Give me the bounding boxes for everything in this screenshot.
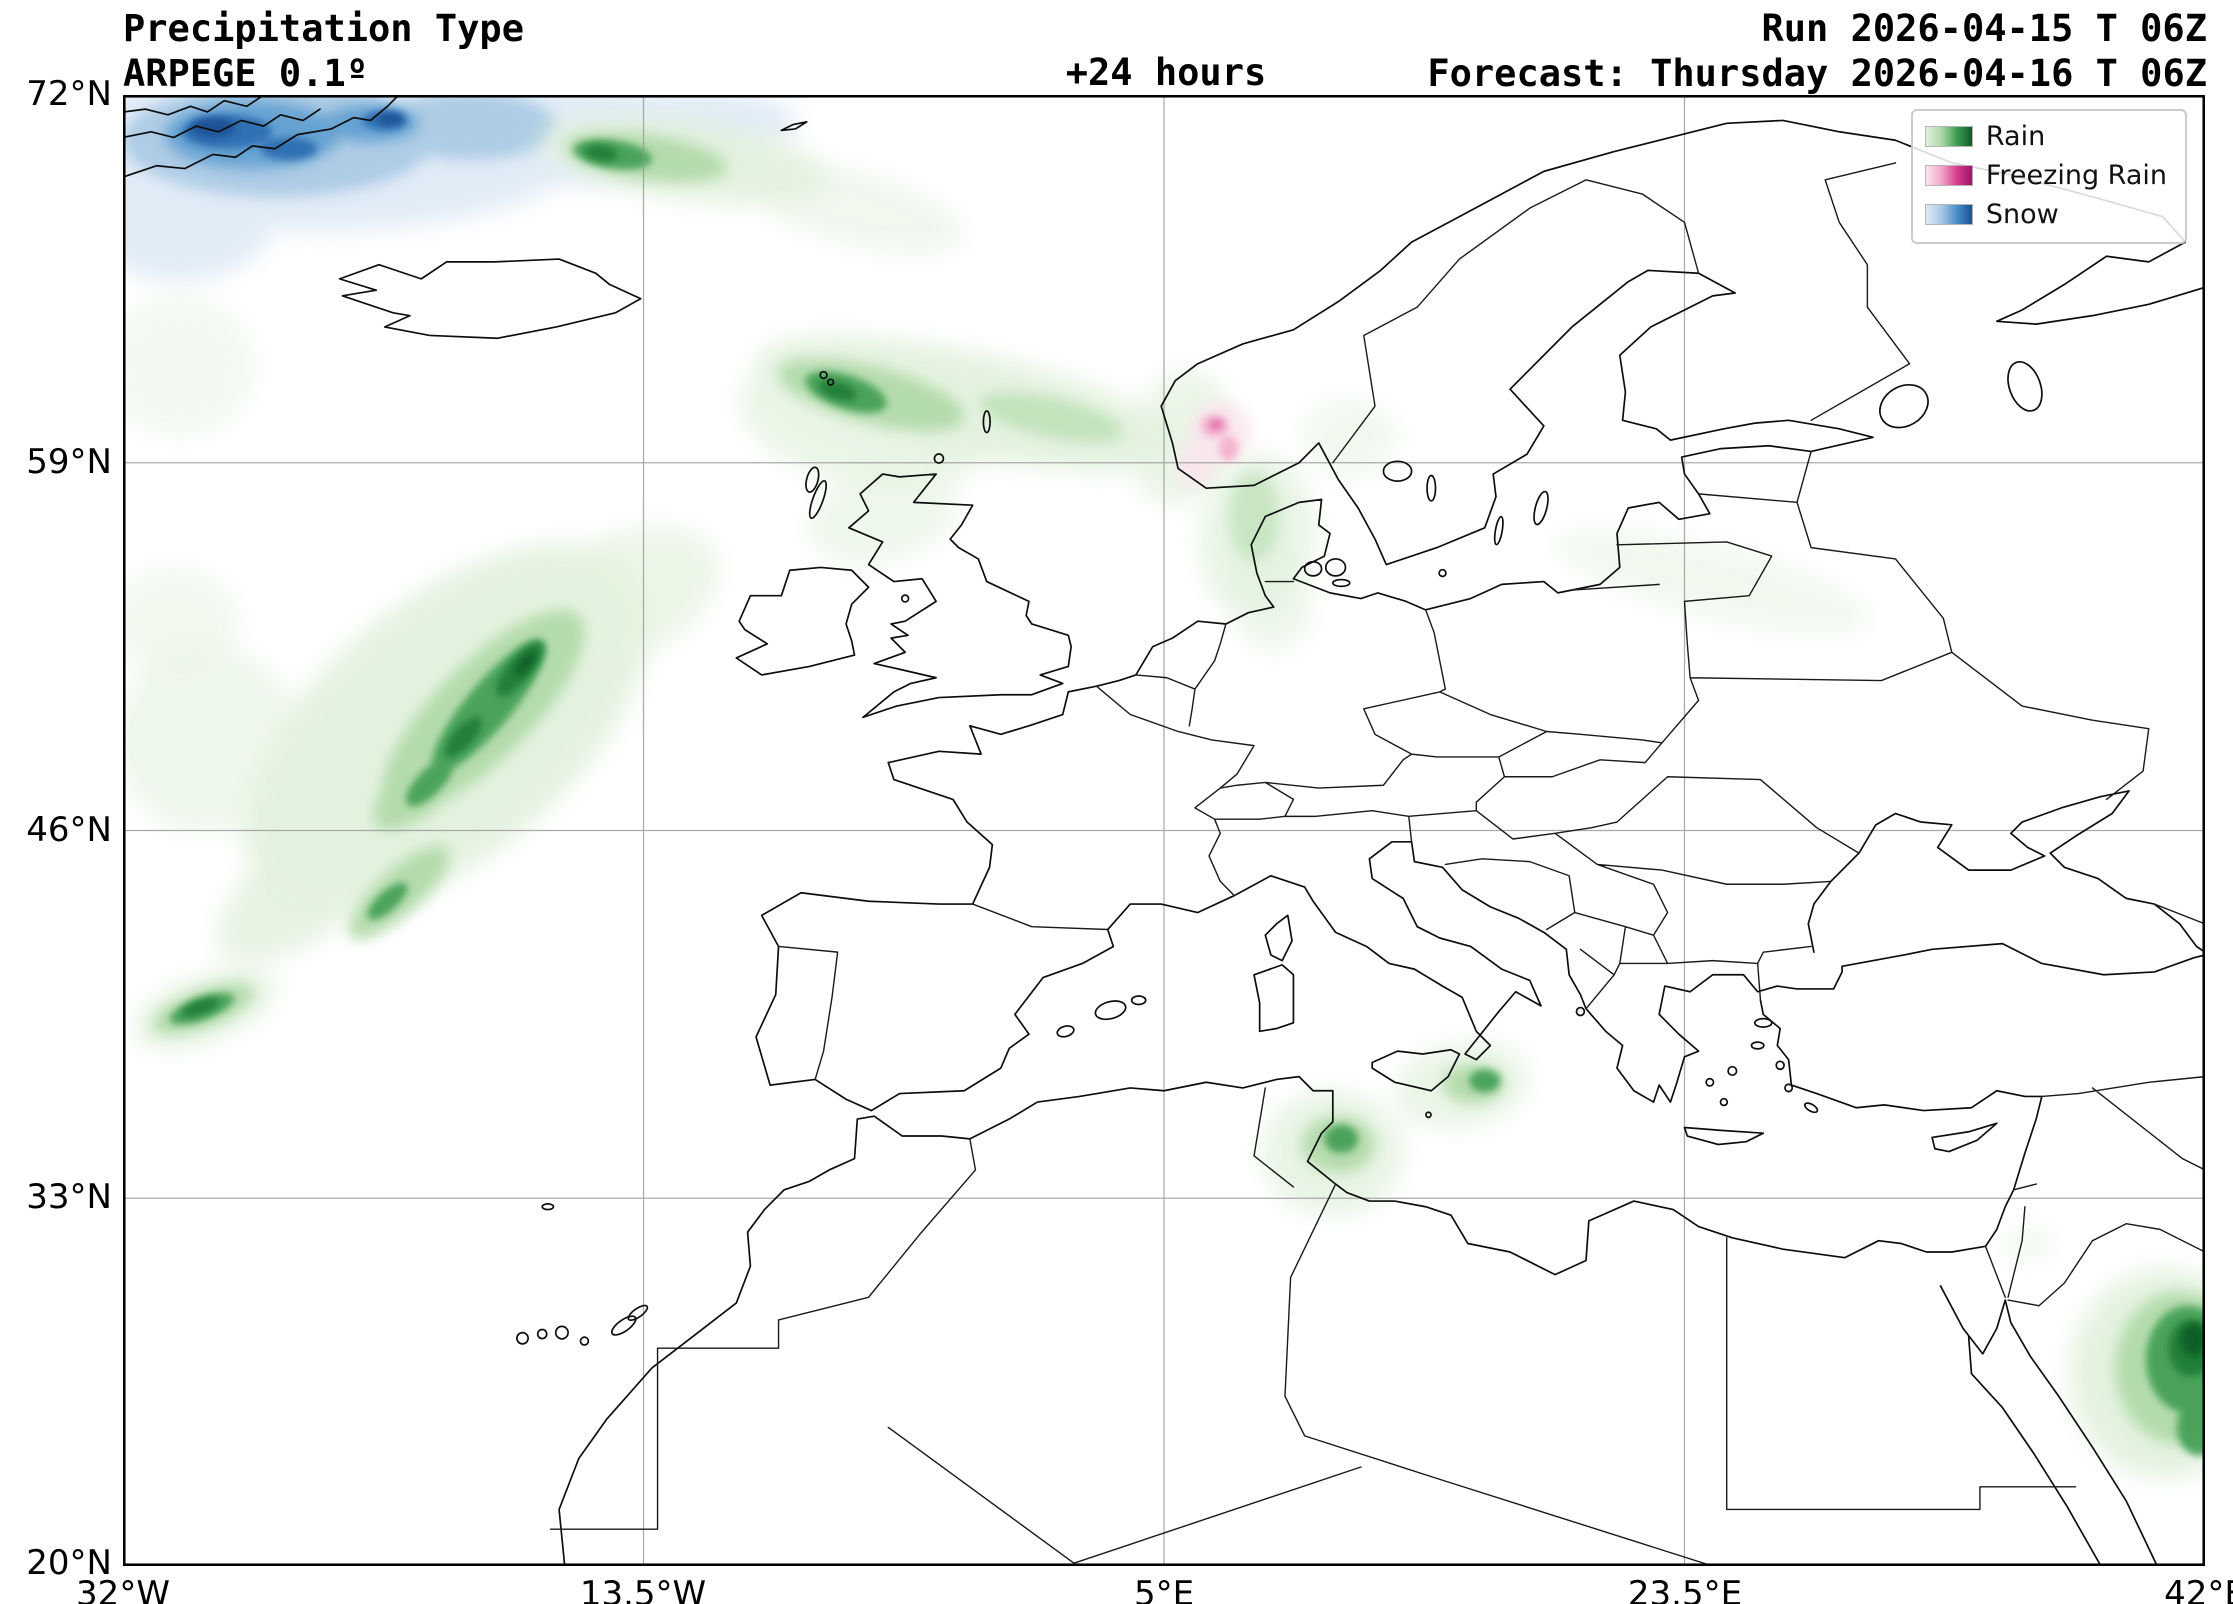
graticule xyxy=(123,95,2205,1566)
legend: Rain Freezing Rain Snow xyxy=(1910,109,2187,244)
coast-atlantic-baltic-scandinavia xyxy=(755,119,2205,1112)
legend-item-rain: Rain xyxy=(1924,121,2167,152)
forecast-label: Forecast: Thursday 2026-04-16 T 06Z xyxy=(1427,52,2207,95)
island-sardinia xyxy=(1253,964,1295,1033)
legend-label: Rain xyxy=(1985,121,2046,152)
island-iceland xyxy=(338,258,642,340)
plot-frame xyxy=(123,95,2205,1566)
x-tick-label: 32°W xyxy=(76,1574,170,1604)
y-tick-label: 72°N xyxy=(26,74,112,114)
x-tick-label: 23.5°E xyxy=(1627,1574,1743,1604)
x-tick-label: 42°E xyxy=(2164,1574,2233,1604)
lead-time-label: +24 hours xyxy=(1065,51,1267,94)
y-tick-label: 59°N xyxy=(26,442,112,482)
country-borders xyxy=(549,162,2205,1566)
y-tick-label: 33°N xyxy=(26,1177,112,1217)
map-canvas xyxy=(123,95,2205,1566)
x-tick-label: 13.5°W xyxy=(579,1574,707,1604)
header-left: Precipitation Type ARPEGE 0.1º xyxy=(123,6,524,96)
coast-red-sea xyxy=(1939,1285,2159,1566)
island-cyprus xyxy=(1931,1122,1998,1153)
model-label: ARPEGE 0.1º xyxy=(123,52,369,95)
small-islands xyxy=(516,370,1819,1346)
freezing-rain-swatch-icon xyxy=(1924,165,1973,186)
island-corsica xyxy=(1264,914,1293,962)
y-tick-label: 46°N xyxy=(26,810,112,850)
island-jan-mayen xyxy=(780,121,808,132)
page-title: Precipitation Type xyxy=(123,7,524,50)
legend-item-snow: Snow xyxy=(1924,199,2167,230)
coast-mediterranean-north xyxy=(870,840,2205,1112)
coast-black-sea xyxy=(1807,790,2205,953)
island-great-britain xyxy=(848,473,1072,719)
legend-item-freezing-rain: Freezing Rain xyxy=(1924,160,2167,191)
legend-label: Snow xyxy=(1985,199,2059,230)
rain-field xyxy=(123,115,2205,1479)
coast-turkey-levant-africa xyxy=(558,999,2043,1566)
coast-greenland xyxy=(123,95,400,178)
legend-label: Freezing Rain xyxy=(1985,160,2167,191)
run-label: Run 2026-04-15 T 06Z xyxy=(1761,7,2207,50)
freezing-rain-field xyxy=(1175,400,1252,489)
lakes xyxy=(1382,361,2043,502)
island-sicily xyxy=(1371,1048,1461,1092)
y-tick-label: 20°N xyxy=(26,1543,112,1583)
header-right: Run 2026-04-15 T 06Z Forecast: Thursday … xyxy=(1427,6,2207,96)
island-crete xyxy=(1683,1126,1765,1146)
island-ireland xyxy=(735,566,870,676)
rain-swatch-icon xyxy=(1924,126,1973,147)
snow-swatch-icon xyxy=(1924,204,1973,225)
map-plot-area: Rain Freezing Rain Snow xyxy=(123,95,2205,1566)
x-tick-label: 5°E xyxy=(1133,1574,1195,1604)
